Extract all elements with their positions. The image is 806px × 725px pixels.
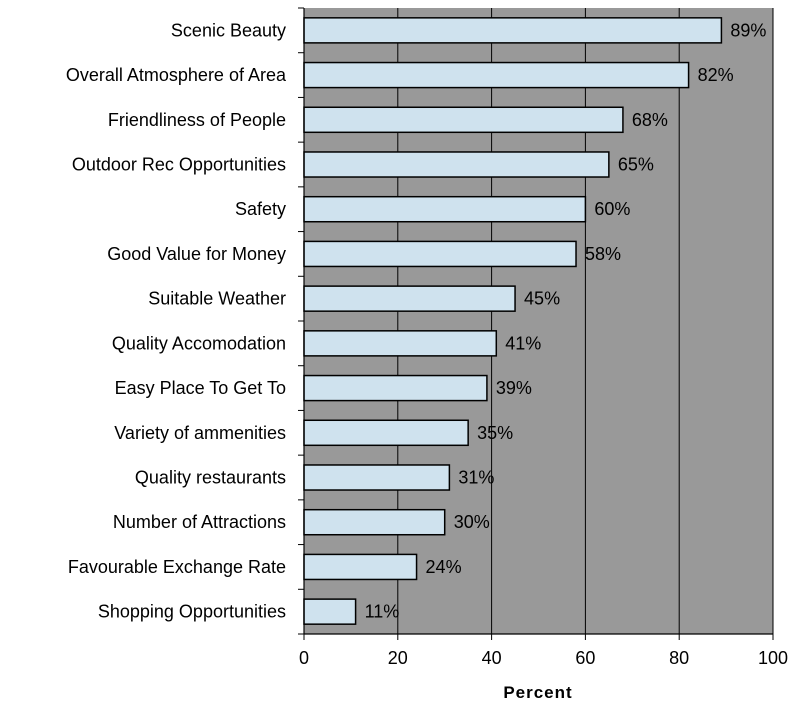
x-tick-label: 80 — [669, 648, 689, 668]
value-label: 30% — [454, 512, 490, 532]
category-label: Easy Place To Get To — [115, 378, 286, 398]
value-label: 68% — [632, 110, 668, 130]
category-label: Quality restaurants — [135, 468, 286, 488]
bar — [303, 285, 516, 312]
x-tick-labels: 0 20 40 60 80 100 — [299, 648, 788, 668]
category-label: Safety — [235, 199, 286, 219]
x-tick-label: 40 — [482, 648, 502, 668]
category-label: Variety of ammenities — [114, 423, 286, 443]
bar — [303, 106, 624, 134]
category-label: Shopping Opportunities — [98, 602, 286, 622]
plot-area — [304, 8, 773, 634]
category-label: Quality Accomodation — [112, 333, 286, 353]
value-label: 82% — [698, 65, 734, 85]
category-label: Friendliness of People — [108, 110, 286, 130]
category-label: Good Value for Money — [107, 244, 286, 264]
category-label: Overall Atmosphere of Area — [66, 65, 287, 85]
x-tick-label: 60 — [575, 648, 595, 668]
bar — [303, 330, 498, 357]
x-tick-label: 0 — [299, 648, 309, 668]
bar — [303, 419, 469, 447]
category-label: Outdoor Rec Opportunities — [72, 155, 286, 175]
bar — [303, 553, 418, 581]
x-tick-label: 20 — [388, 648, 408, 668]
bar — [303, 195, 587, 223]
value-label: 35% — [477, 423, 513, 443]
value-label: 41% — [505, 333, 541, 353]
x-tick-label: 100 — [758, 648, 788, 668]
bar — [303, 17, 723, 44]
value-label: 31% — [458, 468, 494, 488]
value-label: 65% — [618, 155, 654, 175]
value-label: 24% — [426, 557, 462, 577]
value-label: 89% — [730, 20, 766, 40]
bar — [303, 151, 610, 178]
value-label: 11% — [365, 602, 400, 622]
bar — [303, 61, 690, 89]
category-label: Number of Attractions — [113, 512, 286, 532]
value-label: 60% — [594, 199, 630, 219]
bar — [303, 240, 577, 268]
x-axis-title: Percent — [503, 683, 572, 702]
category-label: Scenic Beauty — [171, 20, 286, 40]
bar — [303, 508, 446, 536]
axes — [298, 7, 774, 640]
bar — [303, 464, 451, 491]
category-label: Suitable Weather — [148, 289, 286, 309]
bar — [303, 374, 488, 402]
value-label: 39% — [496, 378, 532, 398]
value-label: 58% — [585, 244, 621, 264]
category-labels: Scenic Beauty Overall Atmosphere of Area F… — [66, 20, 287, 621]
value-labels: 89% 82% 68% 65% 60% 58% 45% 41% 39% 35% 31% 30% 24% 1… — [365, 20, 767, 621]
category-label: Favourable Exchange Rate — [68, 557, 286, 577]
bar — [303, 598, 357, 625]
value-label: 45% — [524, 289, 560, 309]
